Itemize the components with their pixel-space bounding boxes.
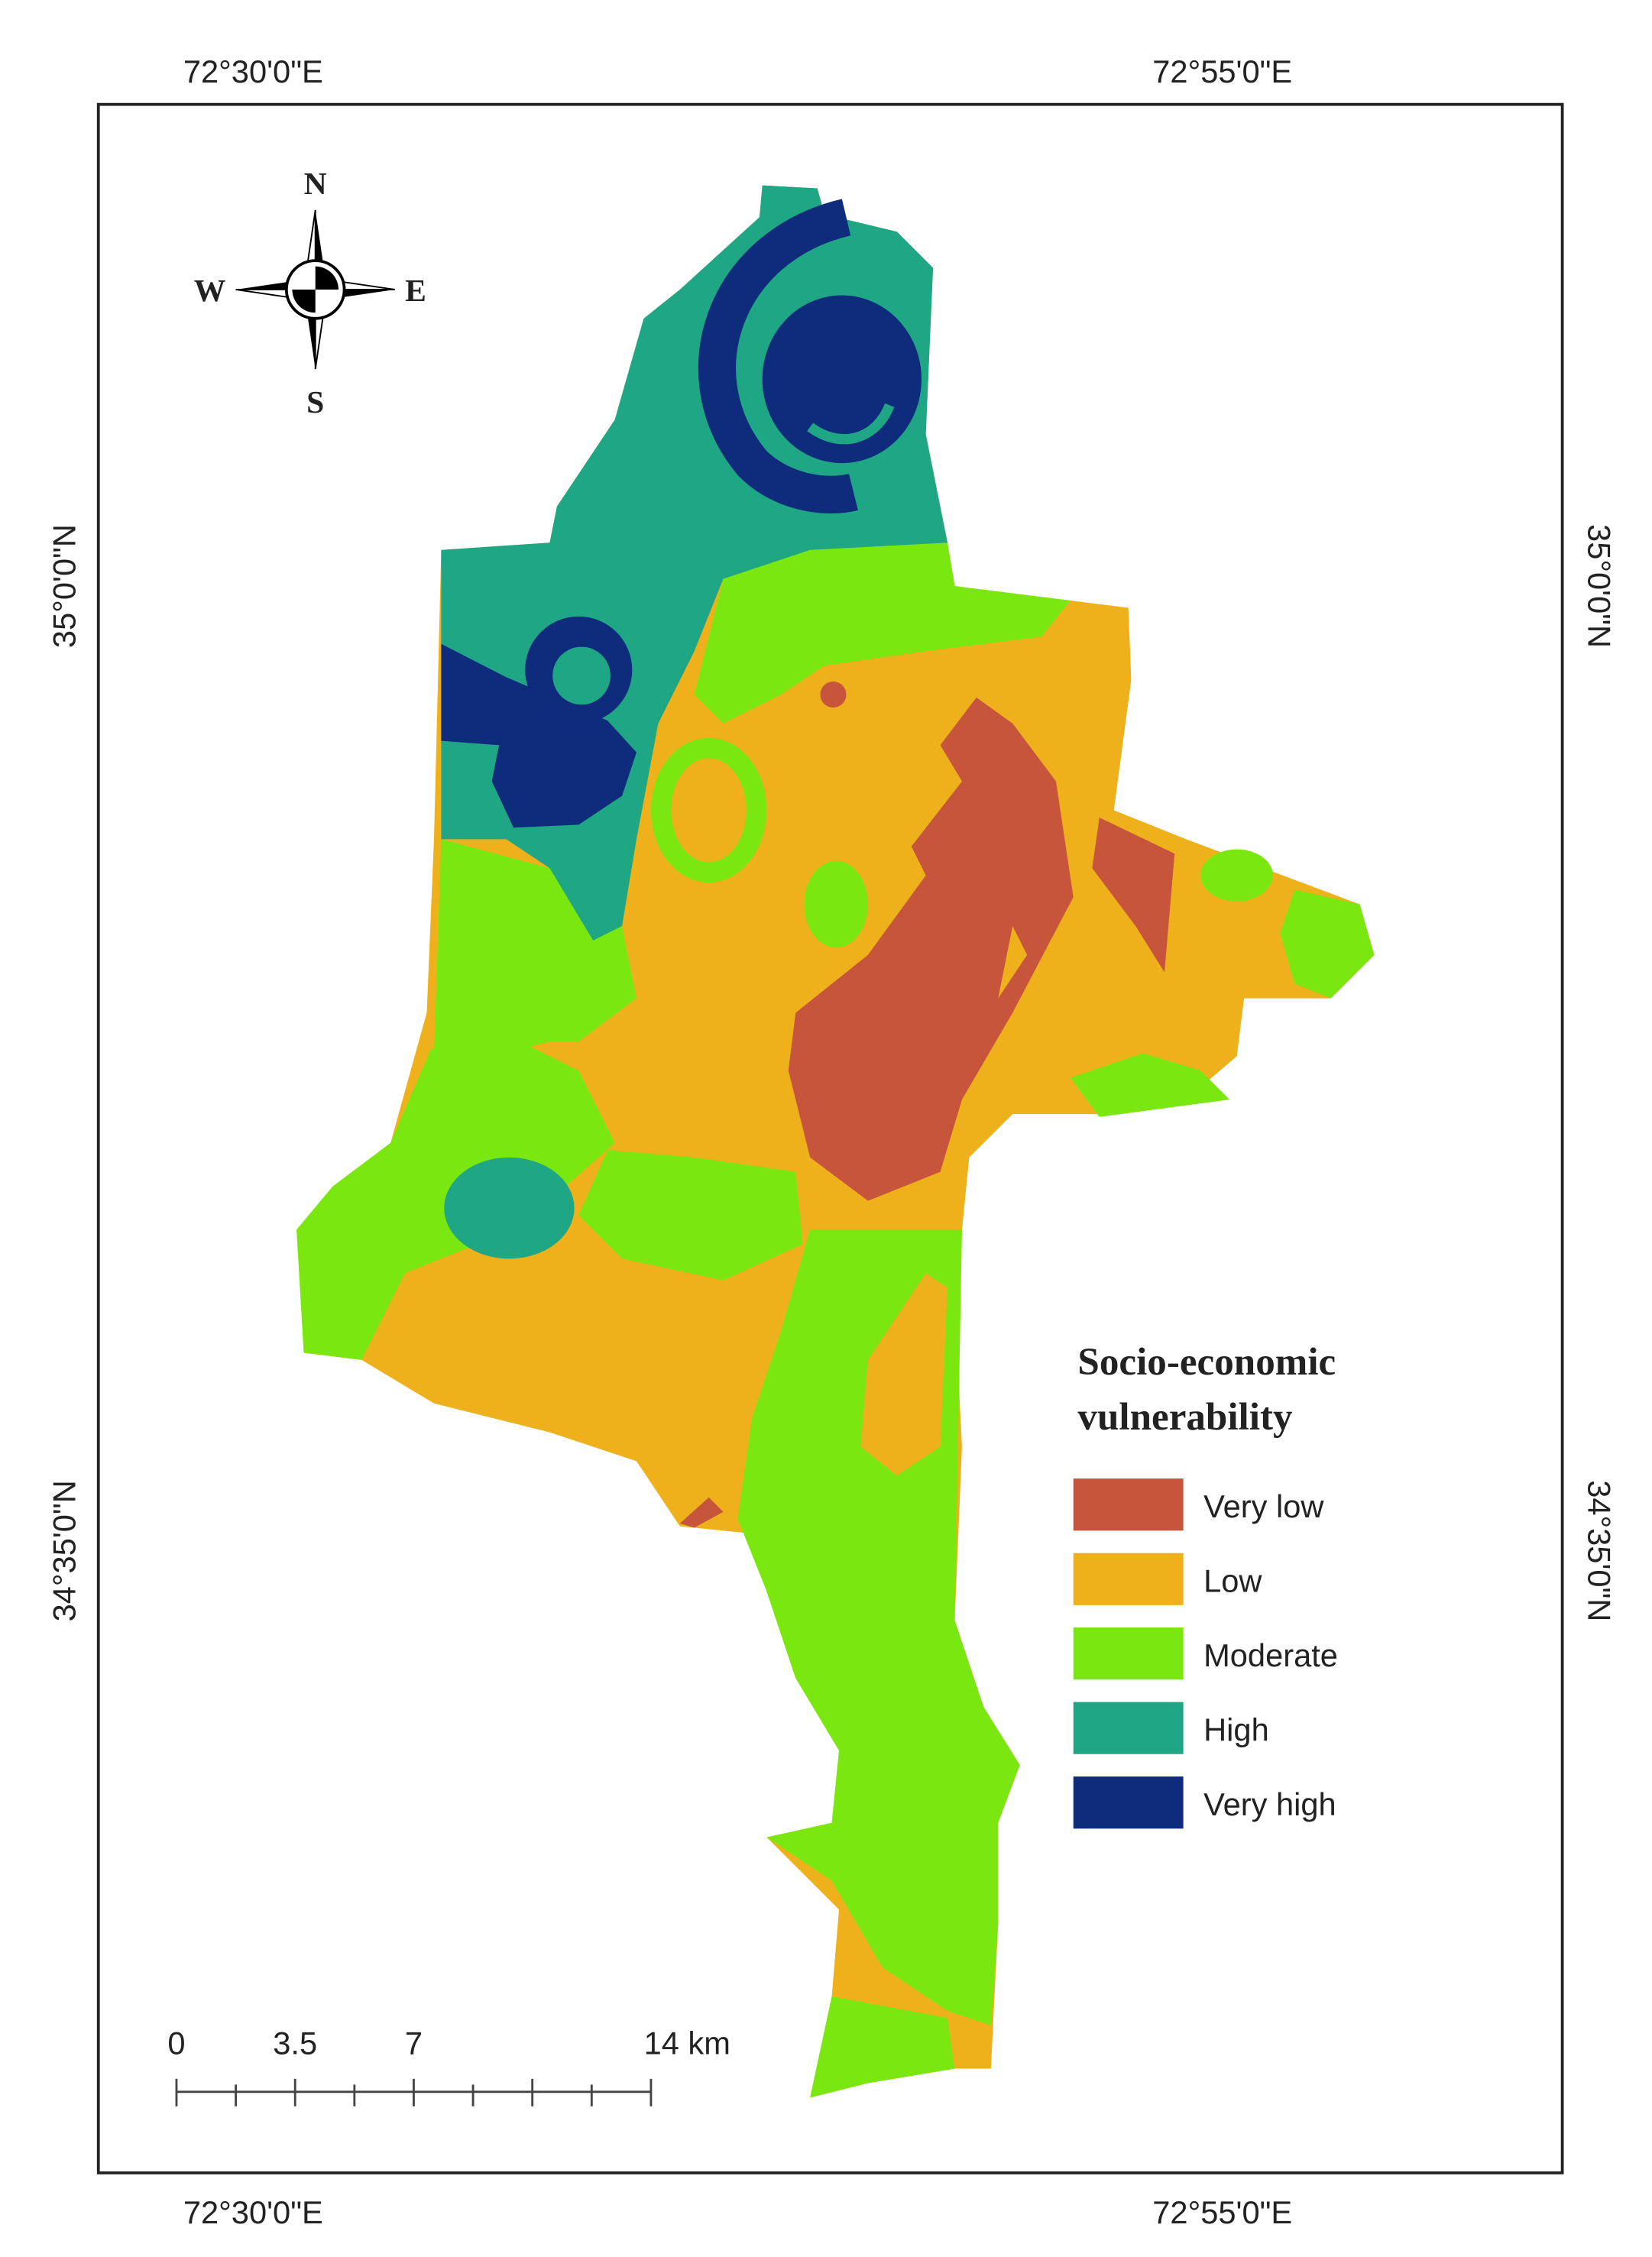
zone-moderate [804, 860, 868, 948]
zone-moderate [694, 542, 1071, 724]
latitude-label: 35°0'0"N [1582, 524, 1618, 648]
legend-label: Very low [1203, 1488, 1324, 1524]
legend-label: High [1203, 1712, 1269, 1748]
longitude-label: 72°30'0"E [183, 2194, 323, 2230]
legend-title: Socio-economic [1077, 1340, 1336, 1384]
zone-moderate [578, 1150, 803, 1281]
longitude-label: 72°55'0"E [1152, 2194, 1292, 2230]
legend-label: Very high [1203, 1786, 1336, 1822]
north-arrow: N S E W [194, 167, 426, 420]
scale-label: 0 [167, 2025, 185, 2061]
zone-moderate [433, 839, 637, 1057]
zone-high [552, 646, 611, 705]
zone-very-high [441, 643, 637, 828]
graticule-labels: 72°30'0"E 72°55'0"E 72°30'0"E 72°55'0"E 35°0… [46, 53, 1617, 2230]
zone-low [998, 925, 1028, 999]
scale-bar: 0 3.5 7 14 km [167, 2025, 730, 2106]
legend-swatch [1073, 1478, 1184, 1531]
longitude-label: 72°30'0"E [183, 53, 323, 89]
legend-label: Moderate [1203, 1637, 1338, 1673]
legend-swatch [1073, 1776, 1184, 1829]
legend-swatch [1073, 1553, 1184, 1605]
latitude-label: 34°35'0"N [46, 1480, 82, 1621]
legend: Socio-economic vulnerability Very low Low Mo… [1073, 1340, 1338, 1829]
latitude-label: 34°35'0"N [1582, 1480, 1618, 1621]
legend-title: vulnerability [1077, 1395, 1293, 1439]
compass-west: W [194, 274, 226, 309]
legend-swatch [1073, 1627, 1184, 1680]
compass-south: S [306, 385, 324, 420]
zone-moderate [810, 1996, 955, 2098]
scale-label: 3.5 [273, 2025, 317, 2061]
zone-very-low [1092, 817, 1175, 973]
zone-very-low [679, 1497, 724, 1528]
zone-very-high [698, 199, 858, 514]
zone-very-low [820, 682, 847, 708]
zone-moderate [737, 1229, 1020, 2025]
zone-high [444, 1157, 575, 1259]
compass-east: E [405, 274, 426, 309]
zone-moderate [1200, 849, 1273, 902]
zone-moderate [1070, 1053, 1230, 1117]
longitude-label: 72°55'0"E [1152, 53, 1292, 89]
compass-north: N [304, 167, 327, 202]
zone-low [671, 758, 747, 863]
scale-label: 14 km [644, 2025, 730, 2061]
zone-very-low [788, 697, 1074, 1201]
zone-moderate [1280, 889, 1375, 999]
legend-swatch [1073, 1702, 1184, 1754]
zone-high [807, 403, 895, 445]
scale-label: 7 [405, 2025, 423, 2061]
vulnerability-zones [296, 185, 1375, 2098]
zone-low [860, 1273, 948, 1476]
legend-label: Low [1203, 1563, 1262, 1599]
latitude-label: 35°0'0"N [46, 524, 82, 648]
